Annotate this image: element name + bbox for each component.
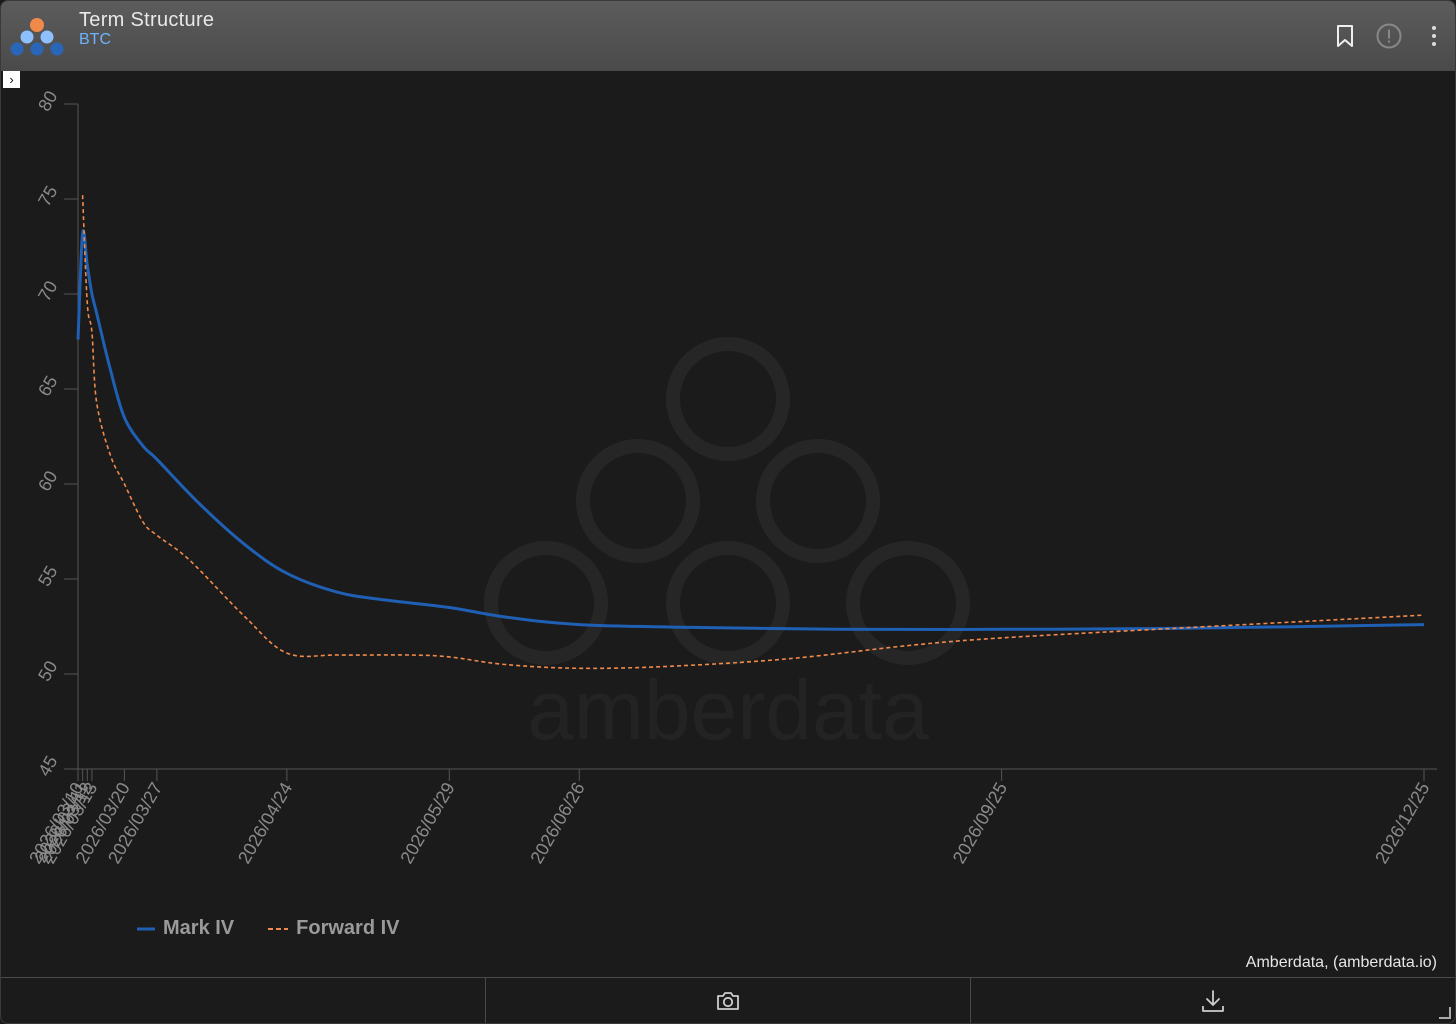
amberdata-logo-icon <box>10 18 64 56</box>
watermark-logo <box>484 337 970 665</box>
x-tick-label: 2026/05/29 <box>396 779 458 867</box>
chart-area: amberdata 45 50 55 60 65 70 75 80 2026/03/10 2026… <box>1 71 1455 977</box>
y-tick-label: 70 <box>34 277 61 304</box>
legend-label-forward-iv: Forward IV <box>296 917 400 939</box>
window-subtitle: BTC <box>79 31 111 48</box>
x-tick-label: 2026/09/25 <box>949 779 1011 867</box>
y-tick-label: 45 <box>34 752 61 779</box>
window-title: Term Structure <box>79 9 215 31</box>
x-tick-label: 2026/12/25 <box>1371 779 1433 867</box>
window-header: Term Structure BTC <box>1 1 1455 71</box>
legend-label-mark-iv: Mark IV <box>163 917 235 939</box>
download-icon[interactable] <box>1199 987 1227 1015</box>
y-tick-label: 60 <box>34 467 61 494</box>
chart-legend: Mark IV Forward IV <box>137 917 400 940</box>
series-line-mark-iv <box>76 229 1425 632</box>
legend-swatch-mark-iv <box>137 927 155 930</box>
series-line-forward-iv <box>81 195 1425 670</box>
y-tick-label: 65 <box>34 372 61 399</box>
term-structure-chart: amberdata 45505560657075802026/03/102026… <box>25 87 1437 867</box>
footer-cell-snapshot <box>486 978 971 1023</box>
resize-handle[interactable] <box>1439 1007 1451 1019</box>
x-tick-label: 2026/06/26 <box>526 779 588 867</box>
info-icon[interactable] <box>1376 23 1402 49</box>
chart-series <box>76 195 1425 670</box>
footer-cell-download <box>971 978 1455 1023</box>
bookmark-icon[interactable] <box>1332 23 1358 49</box>
legend-item-forward-iv[interactable]: Forward IV <box>268 917 400 940</box>
footer-cell-empty <box>1 978 486 1023</box>
y-tick-label: 75 <box>34 182 61 209</box>
attribution-text: Amberdata, (amberdata.io) <box>1245 954 1437 971</box>
y-tick-label: 80 <box>34 87 61 114</box>
watermark-text: amberdata <box>527 663 929 757</box>
footer-toolbar <box>1 977 1455 1023</box>
y-tick-label: 50 <box>34 657 61 684</box>
expand-panel-button[interactable]: › <box>3 71 20 88</box>
legend-item-mark-iv[interactable]: Mark IV <box>137 917 234 940</box>
y-tick-label: 55 <box>34 562 61 589</box>
more-vertical-icon[interactable] <box>1421 23 1447 49</box>
x-tick-label: 2026/04/24 <box>234 779 296 867</box>
camera-icon[interactable] <box>714 987 742 1015</box>
legend-swatch-forward-iv <box>268 927 289 930</box>
